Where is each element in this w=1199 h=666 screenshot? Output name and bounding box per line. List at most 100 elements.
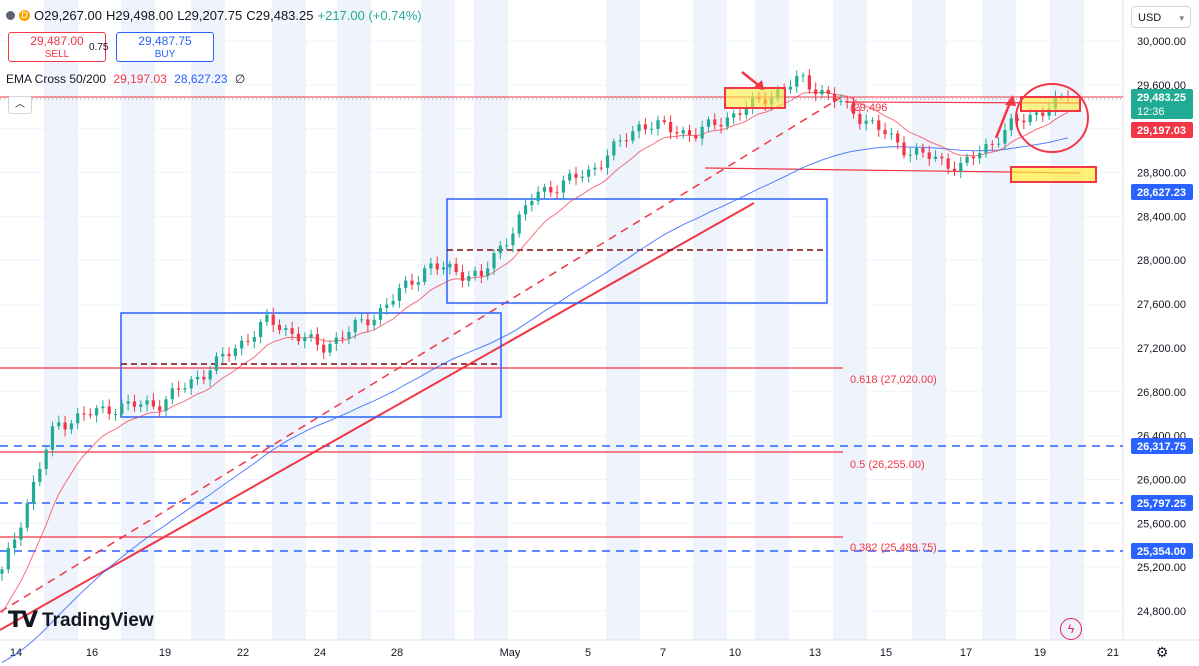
candle-body: [1009, 118, 1013, 131]
currency-selector[interactable]: USD ▾: [1131, 6, 1191, 28]
candle-body: [946, 158, 950, 169]
x-tick-label: 5: [585, 647, 591, 659]
candle-body: [19, 527, 23, 540]
candle-body: [6, 548, 10, 570]
candle-body: [580, 176, 584, 178]
candle-body: [706, 119, 711, 127]
candle-body: [669, 122, 673, 133]
candle-body: [624, 140, 629, 142]
candle-body: [883, 129, 887, 135]
tradingview-logo[interactable]: TV TradingView: [8, 608, 154, 633]
axis-price-tag-countdown: 12:36: [1137, 106, 1165, 118]
candle-body: [328, 343, 332, 353]
consolidation-box-2: [446, 198, 828, 304]
candle-body: [908, 154, 912, 156]
candle-body: [631, 131, 635, 141]
candle-body: [309, 334, 313, 338]
candle-body: [662, 120, 666, 123]
session-band: [474, 0, 508, 640]
ohlc-open: O29,267.00: [34, 8, 102, 23]
candle-body: [139, 404, 143, 407]
candle-body: [359, 319, 364, 321]
session-band: [337, 0, 371, 640]
flash-icon[interactable]: ϟ: [1060, 618, 1082, 640]
ohlc-high: H29,498.00: [105, 8, 174, 23]
candle-body: [517, 214, 521, 234]
gear-icon[interactable]: ⚙: [1155, 644, 1169, 660]
chart-drawings: [0, 96, 1123, 631]
axis-price-tag: [1131, 438, 1193, 454]
candle-body: [341, 337, 345, 339]
candle-body: [259, 321, 263, 338]
candle-body: [385, 304, 389, 308]
session-band: [833, 0, 867, 640]
candle-body: [820, 90, 824, 95]
candle-body: [1028, 114, 1032, 123]
candle-body: [271, 314, 275, 325]
candle-body: [896, 133, 900, 143]
x-tick-label: May: [500, 647, 521, 659]
candle-body: [833, 93, 837, 102]
symbol-dot-icon: [6, 11, 15, 20]
candle-body: [839, 101, 843, 103]
axis-price-tag-text: 29,197.03: [1137, 125, 1186, 137]
candle-body: [1003, 130, 1007, 144]
fib-5-label: 0.5 (26,255.00): [850, 459, 925, 471]
y-tick-label: 27,600.00: [1137, 299, 1186, 311]
indicator-hidden-icon[interactable]: ∅: [234, 72, 246, 86]
candle-body: [50, 426, 55, 450]
candle-body: [126, 401, 130, 404]
candle-body: [492, 253, 496, 269]
axis-price-tag: [1131, 543, 1193, 559]
candle-body: [978, 152, 982, 159]
ema-200-line: [1, 137, 1069, 664]
candle-body: [1041, 112, 1045, 116]
axis-price-tag-text: 25,797.25: [1137, 498, 1186, 510]
session-band: [272, 0, 306, 640]
highlight-box-top-right: [1020, 96, 1081, 112]
candle-body: [221, 353, 225, 357]
axis-price-tag: [1131, 122, 1193, 138]
candle-body: [807, 75, 811, 90]
candle-body: [183, 388, 187, 390]
level-label: (29,496: [850, 102, 887, 114]
candle-body: [252, 337, 256, 342]
session-band: [191, 0, 225, 640]
candle-body: [214, 356, 219, 371]
x-tick-label: 28: [391, 647, 403, 659]
candle-body: [0, 569, 4, 574]
candle-body: [404, 280, 408, 288]
buy-button[interactable]: 29,487.75 BUY: [116, 32, 214, 62]
x-tick-label: 19: [159, 647, 171, 659]
candle-body: [738, 113, 742, 115]
sell-button[interactable]: 29,487.00 SELL: [8, 32, 106, 62]
axis-price-tag-text: 26,317.75: [1137, 441, 1186, 453]
highlight-circle: [1015, 83, 1089, 153]
candle-body: [246, 340, 250, 342]
candle-body: [511, 233, 515, 246]
candle-body: [31, 481, 36, 504]
tradingview-logo-icon: TV: [8, 608, 38, 633]
candle-body: [593, 167, 597, 170]
candle-body: [290, 328, 294, 334]
x-tick-label: 24: [314, 647, 326, 659]
candle-body: [870, 120, 875, 122]
x-tick-label: 16: [86, 647, 98, 659]
candle-body: [1047, 108, 1051, 116]
candle-body: [397, 287, 401, 301]
indicator-ema200-value: 28,627.23: [174, 72, 228, 86]
candle-body: [788, 86, 793, 90]
candle-body: [202, 376, 206, 380]
chevron-up-icon: ︿: [15, 99, 25, 110]
candle-body: [391, 300, 395, 305]
x-tick-label: 13: [809, 647, 821, 659]
indicator-legend[interactable]: EMA Cross 50/200 29,197.03 28,627.23 ∅: [6, 72, 245, 86]
y-tick-label: 30,000.00: [1137, 36, 1186, 48]
collapse-legend-button[interactable]: ︿: [8, 96, 32, 114]
candle-body: [971, 156, 975, 159]
weekend-bands: [44, 0, 1084, 640]
candle-body: [687, 130, 692, 136]
candle-body: [189, 379, 193, 389]
timeframe-badge[interactable]: D: [19, 10, 30, 21]
